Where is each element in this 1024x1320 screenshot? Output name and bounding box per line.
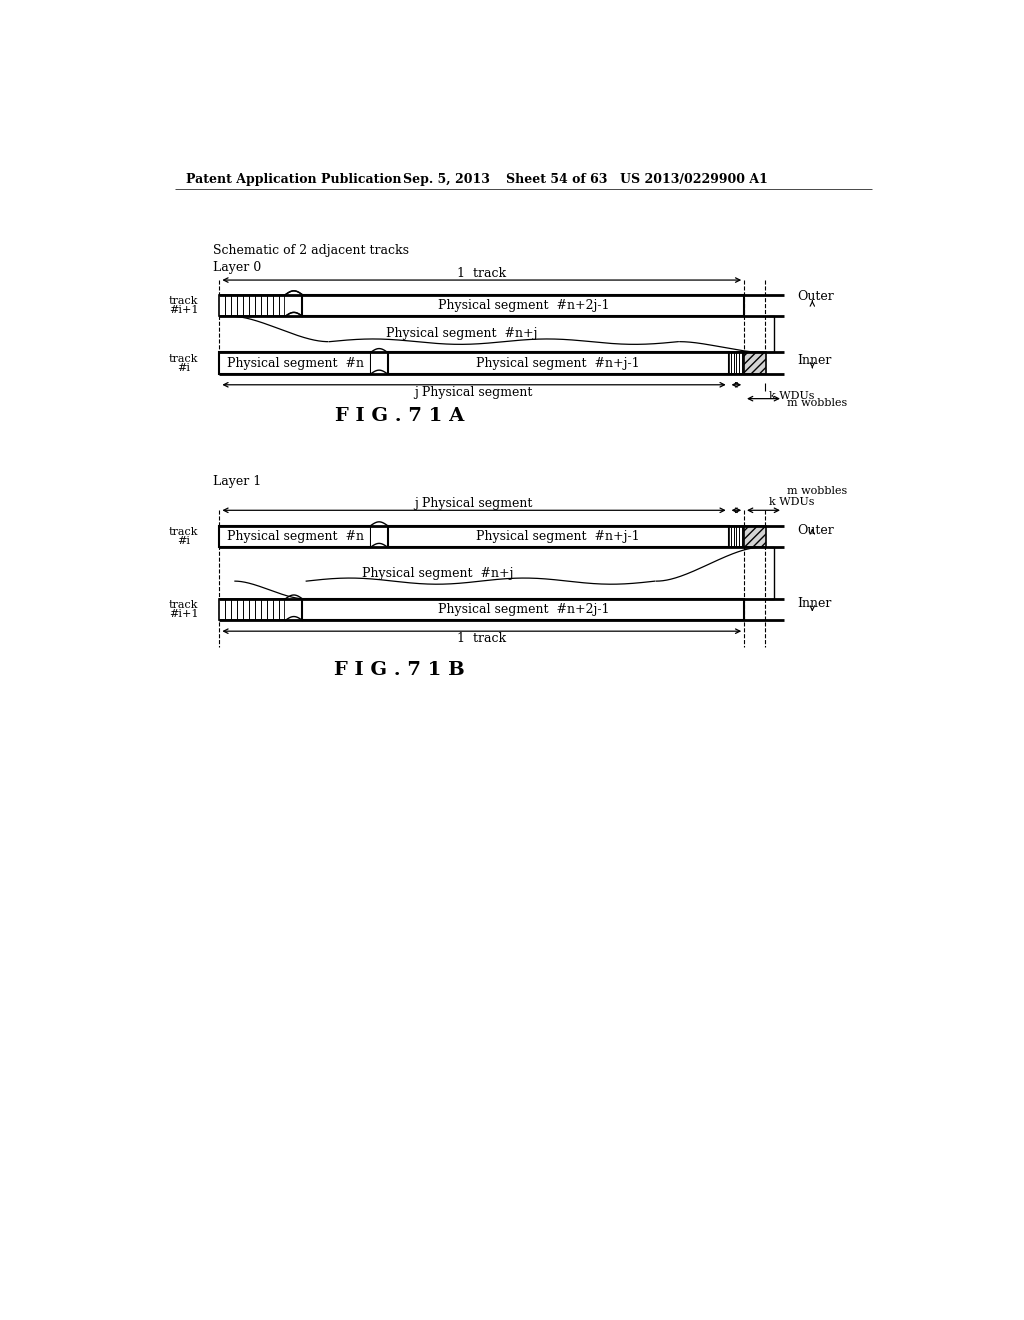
Text: j Physical segment: j Physical segment — [415, 496, 532, 510]
Text: Inner: Inner — [797, 354, 831, 367]
Text: 1  track: 1 track — [457, 267, 506, 280]
Bar — [744, 525, 766, 548]
Text: j Physical segment: j Physical segment — [415, 385, 532, 399]
Bar — [219, 352, 371, 374]
Text: Sheet 54 of 63: Sheet 54 of 63 — [506, 173, 607, 186]
Text: #i+1: #i+1 — [169, 610, 199, 619]
Bar — [371, 352, 388, 374]
Text: Layer 1: Layer 1 — [213, 475, 261, 488]
Bar — [388, 352, 729, 374]
Text: F I G . 7 1 B: F I G . 7 1 B — [334, 661, 465, 680]
Text: #i: #i — [177, 536, 190, 546]
Text: track: track — [169, 296, 199, 306]
Bar — [729, 525, 744, 548]
Text: F I G . 7 1 A: F I G . 7 1 A — [335, 408, 464, 425]
Text: track: track — [169, 601, 199, 610]
Text: Physical segment  #n+j: Physical segment #n+j — [362, 566, 514, 579]
Text: Physical segment  #n+j-1: Physical segment #n+j-1 — [476, 529, 640, 543]
Text: track: track — [169, 527, 199, 537]
Bar — [729, 352, 744, 374]
Text: Sep. 5, 2013: Sep. 5, 2013 — [403, 173, 490, 186]
Text: Physical segment  #n: Physical segment #n — [226, 529, 364, 543]
Bar — [388, 525, 729, 548]
Text: #i+1: #i+1 — [169, 305, 199, 315]
Text: Inner: Inner — [797, 597, 831, 610]
Bar — [219, 525, 371, 548]
Bar — [744, 352, 766, 374]
Text: m wobbles: m wobbles — [786, 486, 847, 496]
Bar — [286, 294, 302, 317]
Text: Outer: Outer — [797, 524, 834, 537]
Text: Outer: Outer — [797, 289, 834, 302]
Bar — [286, 599, 302, 620]
Text: Physical segment  #n+2j-1: Physical segment #n+2j-1 — [437, 298, 609, 312]
Text: Patent Application Publication: Patent Application Publication — [186, 173, 401, 186]
Text: Layer 0: Layer 0 — [213, 261, 261, 275]
Text: Schematic of 2 adjacent tracks: Schematic of 2 adjacent tracks — [213, 244, 410, 257]
Text: 1  track: 1 track — [457, 631, 506, 644]
Text: Physical segment  #n+2j-1: Physical segment #n+2j-1 — [437, 603, 609, 616]
Text: m wobbles: m wobbles — [786, 399, 847, 408]
Bar — [371, 525, 388, 548]
Text: Physical segment  #n: Physical segment #n — [226, 356, 364, 370]
Bar — [302, 599, 744, 620]
Text: US 2013/0229900 A1: US 2013/0229900 A1 — [621, 173, 768, 186]
Text: #i: #i — [177, 363, 190, 372]
Text: Physical segment  #n+j: Physical segment #n+j — [385, 326, 537, 339]
Text: k WDUs: k WDUs — [769, 391, 814, 400]
Text: Physical segment  #n+j-1: Physical segment #n+j-1 — [476, 356, 640, 370]
Bar — [219, 294, 286, 317]
Bar — [219, 599, 286, 620]
Text: track: track — [169, 354, 199, 363]
Bar — [302, 294, 744, 317]
Text: k WDUs: k WDUs — [769, 496, 814, 507]
